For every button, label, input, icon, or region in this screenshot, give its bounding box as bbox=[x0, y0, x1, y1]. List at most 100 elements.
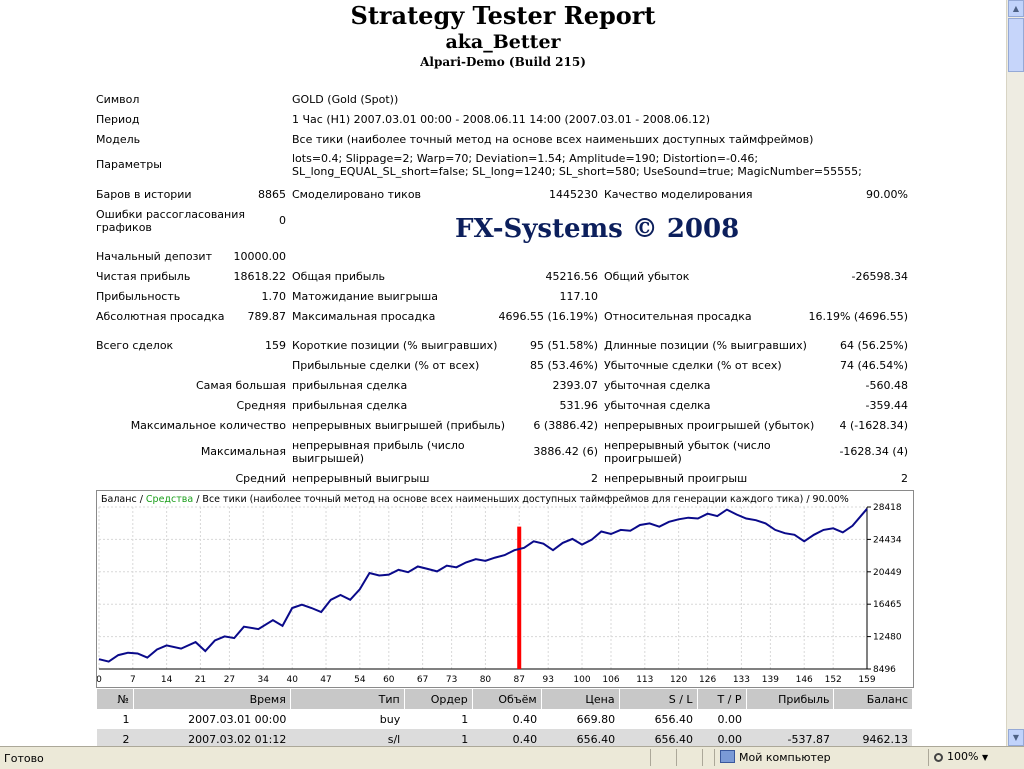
x-tick-label: 47 bbox=[320, 675, 331, 685]
status-divider bbox=[928, 749, 929, 766]
x-tick-label: 126 bbox=[699, 675, 716, 685]
deposit-value: 10000.00 bbox=[233, 250, 287, 263]
server-name: Alpari-Demo (Build 215) bbox=[420, 55, 586, 69]
col-type: Тип bbox=[289, 689, 405, 709]
largest-loss-label: убыточная сделка bbox=[604, 379, 711, 392]
col-order: Ордер bbox=[403, 689, 473, 709]
x-tick-label: 80 bbox=[480, 675, 492, 685]
report-page: Strategy Tester Report aka_Better Alpari… bbox=[96, 1, 914, 746]
x-tick-label: 40 bbox=[286, 675, 298, 685]
abs-drawdown-label: Абсолютная просадка bbox=[96, 310, 225, 323]
x-tick-label: 67 bbox=[417, 675, 428, 685]
average-loss-label: убыточная сделка bbox=[604, 399, 711, 412]
x-tick-label: 120 bbox=[670, 675, 687, 685]
max-consec-losses-label: непрерывных проигрышей (убыток) bbox=[604, 419, 815, 432]
total-trades-label: Всего сделок bbox=[96, 339, 174, 352]
avg-consec-losses-value: 2 bbox=[901, 472, 908, 485]
cell-profit bbox=[746, 709, 834, 729]
short-positions-value: 95 (51.58%) bbox=[529, 339, 598, 352]
col-time: Время bbox=[132, 689, 291, 709]
zoom-control[interactable]: 100% ▼ bbox=[934, 750, 988, 763]
maximal-label: Максимальная bbox=[200, 445, 286, 458]
x-tick-label: 7 bbox=[130, 675, 136, 685]
params-label: Параметры bbox=[96, 158, 162, 171]
payoff-label: Матожидание выигрыша bbox=[292, 290, 438, 303]
x-tick-label: 60 bbox=[383, 675, 395, 685]
profit-trades-value: 85 (53.46%) bbox=[529, 359, 598, 372]
ticks-label: Смоделировано тиков bbox=[292, 188, 422, 201]
cell-profit: -537.87 bbox=[746, 729, 834, 746]
x-tick-label: 133 bbox=[733, 675, 750, 685]
chevron-down-icon[interactable]: ▼ bbox=[981, 753, 989, 762]
loss-trades-value: 74 (46.54%) bbox=[839, 359, 908, 372]
model-label: Модель bbox=[96, 133, 141, 146]
x-tick-label: 73 bbox=[446, 675, 457, 685]
caption-equity: Средства bbox=[145, 494, 194, 505]
model-value: Все тики (наиболее точный метод на основ… bbox=[292, 133, 814, 146]
max-consec-wins-label: непрерывных выигрышей (прибыль) bbox=[292, 419, 506, 432]
ticks-value: 1445230 bbox=[549, 188, 598, 201]
payoff-value: 117.10 bbox=[559, 290, 599, 303]
mismatch-value: 0 bbox=[279, 214, 286, 227]
col-number: № bbox=[96, 689, 134, 709]
trades-header-row: № Время Тип Ордер Объём Цена S / L T / P… bbox=[96, 689, 912, 709]
scroll-thumb[interactable] bbox=[1008, 18, 1024, 72]
status-divider bbox=[650, 749, 651, 766]
avg-consec-wins-value: 2 bbox=[591, 472, 598, 485]
avg-consec-losses-label: непрерывный проигрыш bbox=[604, 472, 748, 485]
average-label: Средняя bbox=[236, 399, 286, 412]
x-tick-label: 152 bbox=[825, 675, 842, 685]
largest-label: Самая большая bbox=[195, 379, 286, 392]
net-profit-value: 18618.22 bbox=[233, 270, 287, 283]
gross-loss-label: Общий убыток bbox=[604, 270, 690, 283]
maximal-loss-label: непрерывный убыток (число проигрышей) bbox=[604, 439, 771, 465]
status-divider bbox=[676, 749, 677, 766]
status-divider bbox=[702, 749, 703, 766]
table-row: 2 2007.03.02 01:12 s/l 1 0.40 656.40 656… bbox=[96, 729, 912, 746]
col-profit: Прибыль bbox=[745, 689, 834, 709]
long-positions-value: 64 (56.25%) bbox=[839, 339, 908, 352]
x-tick-label: 159 bbox=[858, 675, 875, 685]
x-tick-label: 146 bbox=[796, 675, 813, 685]
col-price: Цена bbox=[540, 689, 620, 709]
cell-type: s/l bbox=[290, 729, 405, 746]
max-drawdown-label: Максимальная просадка bbox=[292, 310, 436, 323]
col-balance: Баланс bbox=[833, 689, 912, 709]
security-zone: Мой компьютер bbox=[720, 750, 831, 764]
rel-drawdown-value: 16.19% (4696.55) bbox=[808, 310, 908, 323]
short-positions-label: Короткие позиции (% выигравших) bbox=[292, 339, 498, 352]
y-tick-label: 12480 bbox=[873, 633, 902, 643]
x-tick-label: 0 bbox=[97, 675, 102, 685]
x-tick-label: 54 bbox=[354, 675, 366, 685]
y-tick-label: 8496 bbox=[873, 665, 896, 675]
y-tick-label: 16465 bbox=[873, 600, 902, 610]
long-positions-label: Длинные позиции (% выигравших) bbox=[604, 339, 807, 352]
cell-price: 656.40 bbox=[541, 729, 620, 746]
x-tick-label: 113 bbox=[636, 675, 653, 685]
params-value: lots=0.4; Slippage=2; Warp=70; Deviation… bbox=[292, 152, 862, 178]
period-value: 1 Час (H1) 2007.03.01 00:00 - 2008.06.11… bbox=[292, 113, 710, 126]
largest-profit-label: прибыльная сделка bbox=[292, 379, 408, 392]
avg-consec-wins-label: непрерывный выигрыш bbox=[292, 472, 430, 485]
x-tick-label: 100 bbox=[573, 675, 590, 685]
x-tick-label: 21 bbox=[195, 675, 206, 685]
scroll-down-button[interactable]: ▼ bbox=[1008, 729, 1024, 746]
chart-caption: Баланс / Средства / Все тики (наиболее т… bbox=[101, 494, 849, 505]
y-tick-label: 28418 bbox=[873, 503, 902, 513]
cell-time: 2007.03.01 00:00 bbox=[188, 712, 287, 726]
caption-rest: / Все тики (наиболее точный метод на осн… bbox=[193, 494, 849, 505]
largest-loss-value: -560.48 bbox=[865, 379, 908, 392]
vertical-scrollbar[interactable]: ▲ ▼ bbox=[1006, 0, 1024, 746]
maximal-profit-value: 3886.42 (6) bbox=[533, 445, 598, 458]
symbol-value: GOLD (Gold (Spot)) bbox=[292, 93, 399, 106]
net-profit-label: Чистая прибыль bbox=[96, 270, 191, 283]
table-row: 1 2007.03.01 00:00 buy 1 0.40 669.80 656… bbox=[97, 709, 913, 729]
cell-sl: 656.40 bbox=[654, 712, 694, 726]
x-tick-label: 14 bbox=[161, 675, 173, 685]
average-profit-label: прибыльная сделка bbox=[292, 399, 408, 412]
rel-drawdown-label: Относительная просадка bbox=[604, 310, 752, 323]
x-tick-label: 34 bbox=[257, 675, 269, 685]
x-tick-label: 27 bbox=[224, 675, 235, 685]
average-profit-value: 531.96 bbox=[559, 399, 599, 412]
scroll-up-button[interactable]: ▲ bbox=[1008, 0, 1024, 17]
